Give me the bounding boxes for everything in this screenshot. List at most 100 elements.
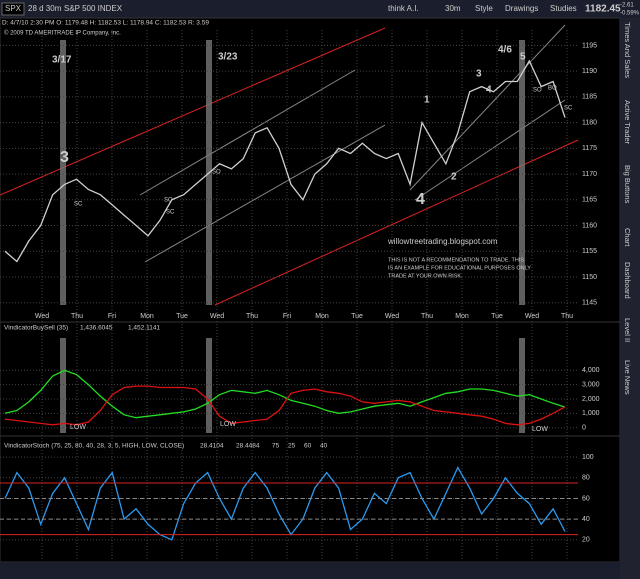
data-line	[4, 59, 566, 263]
x-tick-label: Thu	[561, 313, 573, 320]
annotation: LOW	[220, 421, 236, 428]
x-tick-label: Wed	[210, 313, 224, 320]
name: S&P 500 INDEX	[64, 4, 123, 13]
readout: 28.4104	[200, 443, 224, 450]
annotation: 3	[60, 149, 69, 166]
annotation: SC	[74, 202, 83, 208]
side-tab[interactable]: Level II	[623, 318, 632, 342]
annotation: 3/17	[52, 55, 72, 66]
x-tick-label: Tue	[351, 313, 363, 320]
price-panel	[0, 17, 621, 323]
readout: 40	[320, 443, 328, 450]
y-tick-label: 40	[582, 516, 590, 523]
x-tick-label: Tue	[176, 313, 188, 320]
side-tab[interactable]: Big Buttons	[623, 165, 632, 204]
x-tick-label: Wed	[385, 313, 399, 320]
x-tick-label: Wed	[525, 313, 539, 320]
y-tick-label: 3,000	[582, 381, 600, 388]
annotation: 1	[424, 95, 430, 106]
quote: D: 4/7/10 2:30 PM O: 1179.48 H: 1182.53 …	[2, 20, 209, 27]
y-tick-label: 100	[582, 454, 594, 461]
toolbar-button[interactable]: Style	[475, 4, 493, 13]
x-tick-label: Fri	[283, 313, 292, 320]
toolbar-button[interactable]: Studies	[550, 4, 577, 13]
channel-line	[139, 69, 356, 196]
y-tick-label: 60	[582, 495, 590, 502]
x-tick-label: Wed	[35, 313, 49, 320]
annotation: TRADE AT YOUR OWN RISK.	[388, 273, 463, 279]
annotation: SO	[212, 170, 221, 176]
readout: 25	[288, 443, 296, 450]
toolbar	[0, 0, 640, 18]
symbol-box	[1, 2, 25, 16]
study-title: VindicatorStoch (75, 25, 80, 40, 28, 3, …	[4, 443, 184, 450]
last-price: 1182.45	[585, 4, 621, 15]
y-tick-label: 4,000	[582, 367, 600, 374]
annotation: 4	[416, 191, 425, 208]
toolbar-button[interactable]: think A.I.	[388, 4, 419, 13]
side-bar	[620, 18, 640, 579]
x-tick-label: Thu	[246, 313, 258, 320]
readout: 28.4484	[236, 443, 260, 450]
annotation: LOW	[70, 424, 86, 431]
readout: 1,452.1141	[128, 325, 160, 332]
y-tick-label: 20	[582, 537, 590, 544]
annotation: 4/6	[498, 45, 512, 56]
annotation: 3/23	[218, 52, 238, 63]
side-tab[interactable]: Dashboard	[623, 262, 632, 299]
y-tick-label: 1175	[582, 145, 597, 152]
y-tick-label: 1145	[582, 300, 597, 307]
annotation: 2	[451, 172, 457, 183]
channel-line	[414, 99, 566, 201]
annotation: SO	[533, 88, 542, 94]
channel-line	[214, 139, 579, 306]
change: -2.61	[620, 3, 634, 9]
data-line	[4, 385, 566, 426]
study-title: VindicatorBuySell (35)	[4, 325, 68, 332]
toolbar-button[interactable]: Drawings	[505, 4, 538, 13]
annotation: 4	[486, 85, 492, 96]
toolbar-button[interactable]: 30m	[445, 4, 461, 13]
data-line	[4, 466, 566, 541]
readout: 1,436.6045	[80, 325, 113, 332]
percent: -0.59%	[620, 11, 640, 17]
y-tick-label: 80	[582, 475, 590, 482]
y-tick-label: 1180	[582, 119, 597, 126]
x-tick-label: Thu	[421, 313, 433, 320]
readout: 60	[304, 443, 312, 450]
annotation: IS AN EXAMPLE FOR EDUCATIONAL PURPOSES O…	[388, 265, 531, 271]
period: 28 d 30m	[28, 4, 62, 13]
channel-line	[144, 124, 386, 263]
side-tab[interactable]: Live News	[623, 360, 632, 395]
annotation: willowtreetrading.blogspot.com	[387, 237, 498, 246]
copyright: © 2009 TD AMERITRADE IP Company, Inc.	[4, 30, 121, 37]
side-tab[interactable]: Chart	[623, 228, 632, 247]
x-tick-label: Mon	[455, 313, 469, 320]
y-tick-label: 1190	[582, 68, 597, 75]
annotation: SO	[164, 198, 173, 204]
y-tick-label: 2,000	[582, 396, 600, 403]
symbol: SPX	[5, 4, 22, 13]
y-tick-label: 1,000	[582, 410, 600, 417]
x-tick-label: Thu	[71, 313, 83, 320]
channel-line	[409, 24, 566, 191]
annotation: LOW	[532, 426, 548, 433]
y-tick-label: 0	[582, 425, 586, 432]
side-tab[interactable]: Times And Sales	[623, 22, 632, 78]
side-tab[interactable]: Active Trader	[623, 100, 632, 145]
x-tick-label: Mon	[315, 313, 329, 320]
x-tick-label: Fri	[108, 313, 117, 320]
y-tick-label: 1150	[582, 274, 597, 281]
x-tick-label: Mon	[140, 313, 154, 320]
annotation: BO	[548, 86, 557, 92]
annotation: SC	[166, 210, 175, 216]
readout: 75	[272, 443, 280, 450]
y-tick-label: 1155	[582, 248, 597, 255]
annotation: THIS IS NOT A RECOMMENDATION TO TRADE. T…	[388, 257, 524, 263]
buysell-panel	[0, 321, 621, 437]
annotation: 5	[520, 52, 526, 63]
annotation: SC	[564, 106, 573, 112]
y-tick-label: 1160	[582, 222, 597, 229]
